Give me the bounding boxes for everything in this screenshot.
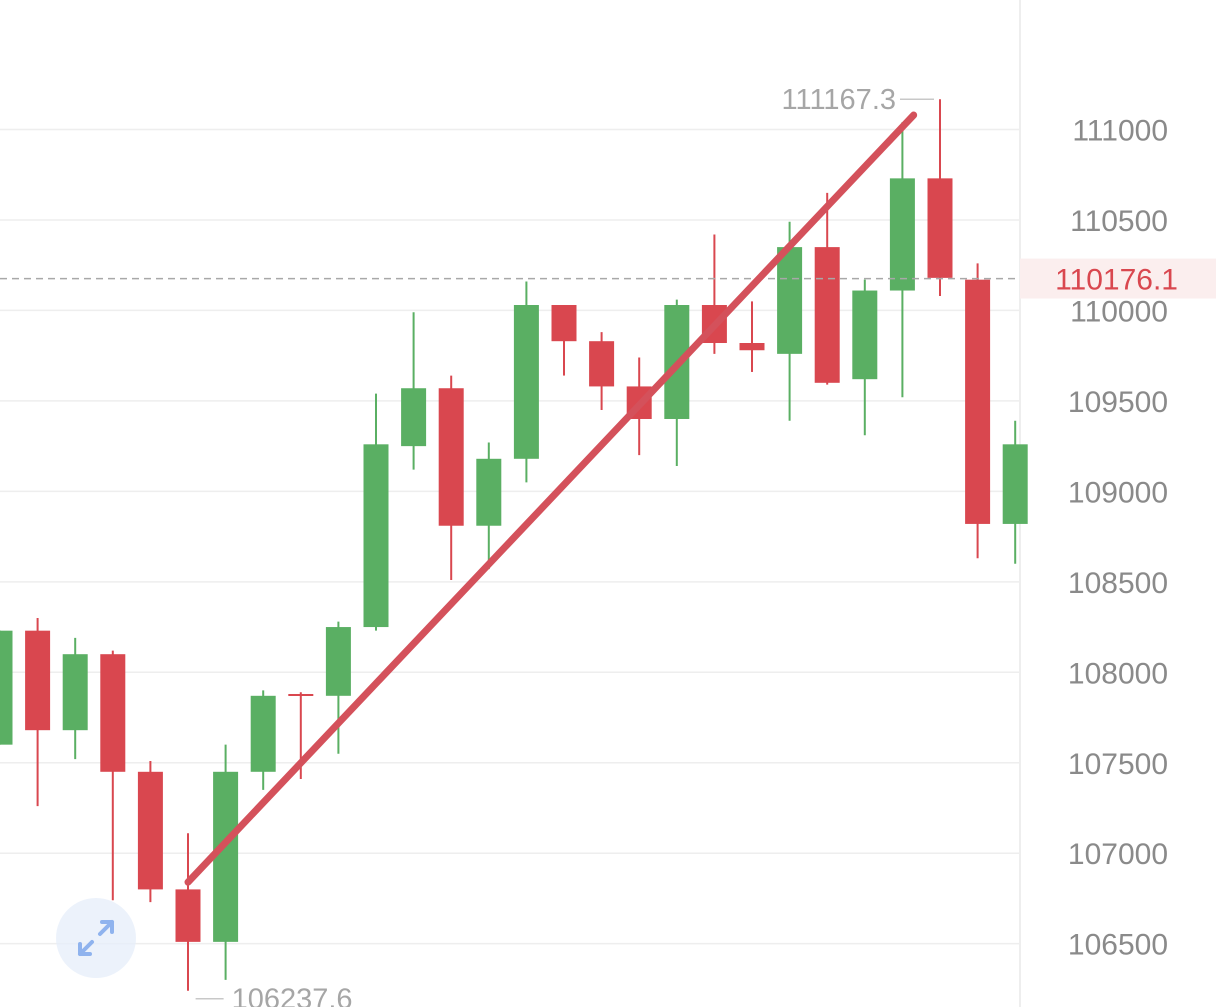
candle-body bbox=[852, 290, 878, 380]
candle-down bbox=[814, 192, 840, 385]
last-price-label: 110176.1 bbox=[1055, 264, 1178, 297]
candle-up bbox=[889, 122, 915, 398]
candle-up bbox=[363, 393, 389, 631]
candle-down bbox=[25, 618, 51, 807]
candle-up bbox=[62, 637, 88, 760]
candle-up bbox=[0, 630, 13, 745]
price-axis: 106500 107000 107500 108000 108500 109000 1095… bbox=[1068, 115, 1168, 962]
y-tick-label: 110500 bbox=[1070, 205, 1168, 238]
candle-body bbox=[814, 247, 840, 383]
candle-body bbox=[250, 695, 276, 772]
candle-down bbox=[965, 263, 991, 559]
y-tick-label: 108500 bbox=[1068, 567, 1168, 600]
y-tick-label: 107000 bbox=[1068, 838, 1168, 871]
candle-body bbox=[438, 388, 464, 526]
candle-down bbox=[438, 375, 464, 581]
candle-up bbox=[213, 744, 239, 980]
candle-body bbox=[401, 388, 427, 447]
candle-up bbox=[513, 281, 539, 483]
candle-down bbox=[175, 833, 201, 991]
candle-body bbox=[0, 630, 13, 745]
candle-body bbox=[288, 693, 314, 696]
candle-body bbox=[62, 654, 88, 731]
candle-body bbox=[739, 343, 765, 351]
low-price-label: 106237.6 bbox=[232, 984, 353, 1007]
candle-body bbox=[551, 305, 577, 342]
candle-body bbox=[363, 444, 389, 628]
candle-down bbox=[551, 305, 577, 376]
grid-lines bbox=[0, 128, 1020, 945]
candle-body bbox=[137, 771, 163, 890]
candle-body bbox=[25, 630, 51, 731]
candle-body bbox=[965, 279, 991, 524]
candle-body bbox=[100, 654, 126, 772]
candle-down bbox=[100, 650, 126, 901]
last-price-highlight bbox=[1020, 258, 1216, 299]
candle-up bbox=[777, 221, 803, 421]
y-tick-label: 106500 bbox=[1068, 929, 1168, 962]
expand-button[interactable] bbox=[56, 898, 136, 978]
y-tick-label: 108000 bbox=[1068, 657, 1168, 690]
trend-line[interactable] bbox=[184, 111, 918, 886]
y-tick-label: 111000 bbox=[1072, 115, 1168, 148]
candle-up bbox=[1002, 420, 1028, 564]
y-tick-label: 109500 bbox=[1068, 386, 1168, 419]
candle-body bbox=[325, 627, 351, 696]
candle-body bbox=[476, 458, 502, 526]
candle-down bbox=[137, 760, 163, 903]
candle-up bbox=[250, 690, 276, 790]
candle-body bbox=[175, 889, 201, 942]
candle-body bbox=[589, 341, 615, 387]
candle-up bbox=[401, 312, 427, 470]
candle-down bbox=[739, 301, 765, 372]
candle-body bbox=[777, 247, 803, 354]
high-price-label: 111167.3 bbox=[782, 84, 897, 116]
candle-up bbox=[476, 442, 502, 570]
candle-body bbox=[513, 305, 539, 459]
candle-body bbox=[927, 178, 953, 278]
y-tick-label: 110000 bbox=[1070, 295, 1168, 328]
y-tick-label: 107500 bbox=[1068, 748, 1168, 781]
candle-body bbox=[889, 178, 915, 291]
candle-down bbox=[589, 332, 615, 410]
candle-up bbox=[852, 279, 878, 436]
y-tick-label: 109000 bbox=[1068, 476, 1168, 509]
candle-body bbox=[213, 771, 239, 942]
candle-up bbox=[664, 299, 690, 467]
candle-body bbox=[1002, 444, 1028, 524]
candles bbox=[0, 99, 1028, 991]
candle-down bbox=[927, 99, 953, 296]
expand-arrows-icon bbox=[78, 920, 114, 956]
candle-up bbox=[325, 621, 351, 754]
